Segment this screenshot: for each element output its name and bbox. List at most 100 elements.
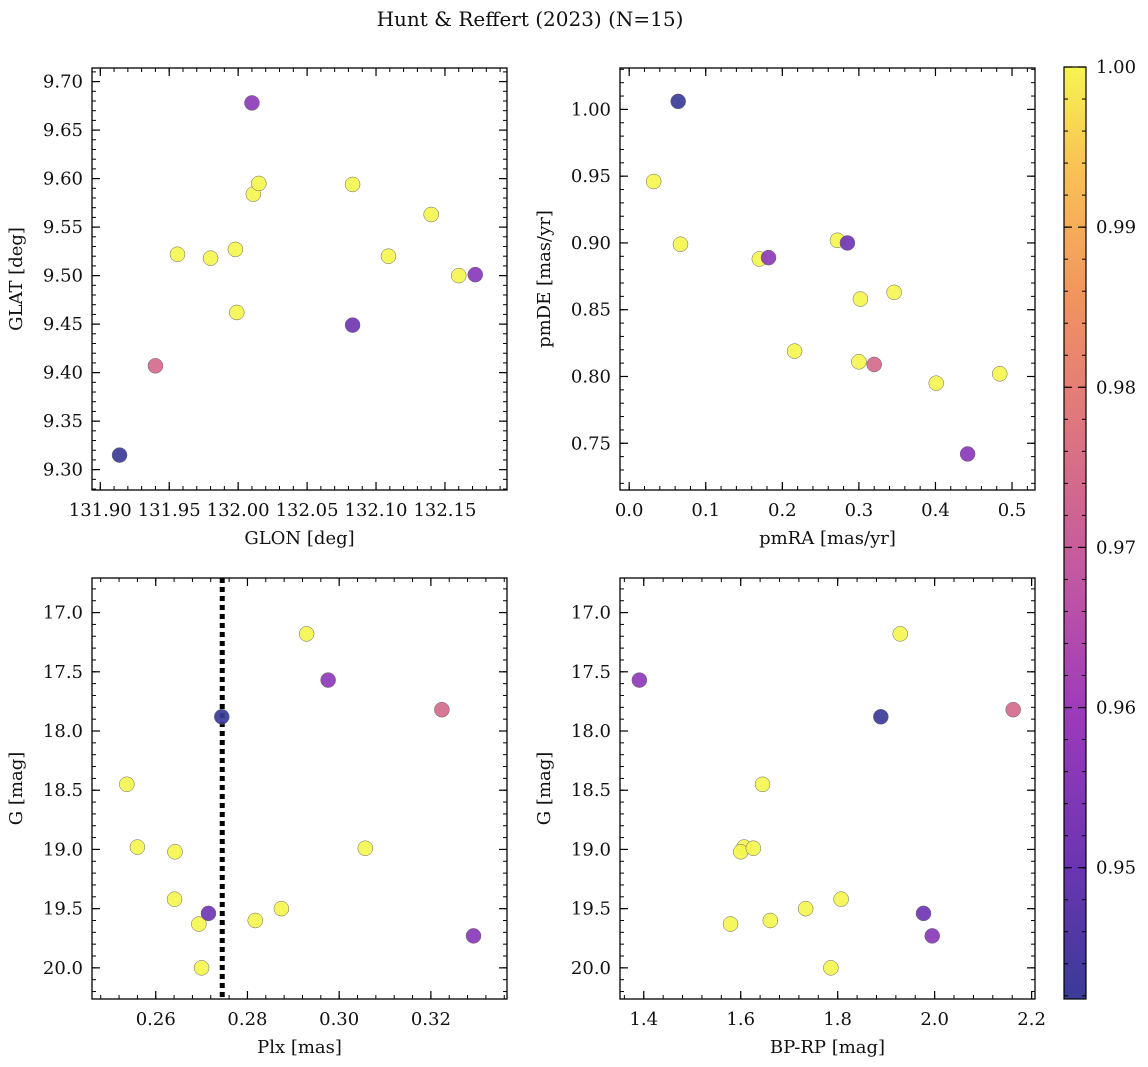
pmra-pmde-xtick-label: 0.2 bbox=[768, 500, 797, 521]
glon-glat-ytick-label: 9.55 bbox=[43, 217, 83, 238]
bprp-g-x-minor-ticks bbox=[623, 578, 1033, 999]
plx-g-point bbox=[357, 840, 374, 856]
bprp-g-xtick-label: 2.0 bbox=[920, 1009, 949, 1030]
glon-glat-xtick-label: 132.15 bbox=[413, 500, 476, 521]
pmra-pmde-point bbox=[928, 375, 944, 391]
pmra-pmde-point bbox=[672, 236, 689, 253]
pmra-pmde-point bbox=[852, 291, 869, 307]
colorbar-gradient bbox=[1063, 66, 1087, 1000]
plx-g-ylabel: G [mag] bbox=[6, 752, 27, 825]
glon-glat-frame bbox=[91, 67, 508, 491]
glon-glat-x-minor-ticks bbox=[99, 68, 501, 490]
bprp-g-point bbox=[823, 960, 839, 976]
glon-glat-ytick-label: 9.70 bbox=[43, 72, 83, 93]
plx-g-point bbox=[200, 905, 217, 922]
bprp-g-ylabel: G [mag] bbox=[534, 752, 555, 825]
glon-glat-xlabel: GLON [deg] bbox=[244, 528, 354, 549]
bprp-g-xtick-label: 1.8 bbox=[823, 1009, 852, 1030]
pmra-pmde-ytick-label: 0.90 bbox=[571, 233, 611, 254]
pmra-pmde-x-minor-ticks bbox=[628, 68, 1028, 490]
plx-g-point bbox=[167, 844, 183, 860]
plx-g-x-minor-ticks bbox=[100, 578, 505, 999]
pmra-pmde-xtick-label: 0.5 bbox=[998, 500, 1027, 521]
pmra-pmde-xtick-label: 0.0 bbox=[615, 500, 644, 521]
pmra-pmde-xtick-label: 0.3 bbox=[845, 500, 874, 521]
plx-g-frame bbox=[91, 577, 508, 1000]
bprp-g-y-minor-ticks bbox=[620, 588, 1035, 993]
pmra-pmde-point bbox=[992, 366, 1008, 382]
plx-g-point bbox=[320, 672, 336, 688]
glon-glat-point bbox=[344, 176, 361, 193]
colorbar-tick-label: 0.96 bbox=[1096, 698, 1136, 719]
plx-g-point bbox=[193, 960, 210, 976]
pmra-pmde-point bbox=[645, 173, 662, 190]
pmra-pmde-point bbox=[760, 249, 777, 266]
plx-g-ytick-label: 18.5 bbox=[43, 780, 83, 801]
pmra-pmde-xtick-label: 0.1 bbox=[691, 500, 720, 521]
bprp-g-point bbox=[754, 776, 771, 793]
glon-glat-ytick-label: 9.40 bbox=[43, 363, 83, 384]
plx-g-point bbox=[465, 928, 482, 944]
subplot-bprp-g: 1.4 1.6 1.8 2.0 2.2 17.0 17.5 18.0 18.5 19.0 19.5 2… bbox=[534, 577, 1046, 1058]
pmra-pmde-frame bbox=[619, 67, 1036, 491]
pmra-pmde-ytick-label: 0.85 bbox=[571, 300, 611, 321]
colorbar-tick-label: 0.99 bbox=[1096, 217, 1136, 238]
plx-g-point bbox=[434, 701, 450, 718]
bprp-g-point bbox=[745, 840, 762, 856]
pmra-pmde-ytick-label: 1.00 bbox=[571, 99, 611, 120]
bprp-g-xtick-label: 1.6 bbox=[726, 1009, 755, 1030]
glon-glat-point bbox=[227, 241, 244, 258]
glon-glat-xtick-label: 131.90 bbox=[69, 500, 132, 521]
glon-glat-xtick-label: 132.00 bbox=[207, 500, 270, 521]
glon-glat-point bbox=[202, 250, 219, 266]
glon-glat-ytick-label: 9.60 bbox=[43, 169, 83, 190]
plx-g-point bbox=[129, 839, 146, 855]
pmra-pmde-ytick-label: 0.80 bbox=[571, 366, 611, 387]
plx-g-ytick-label: 17.5 bbox=[43, 662, 83, 683]
figure-title: Hunt & Reffert (2023) (N=15) bbox=[377, 7, 684, 31]
bprp-g-ytick-label: 20.0 bbox=[571, 958, 611, 979]
plx-g-ytick-label: 18.0 bbox=[43, 721, 83, 742]
pmra-pmde-point bbox=[670, 93, 686, 110]
pmra-pmde-y-minor-ticks bbox=[620, 68, 1035, 484]
pmra-pmde-point bbox=[839, 235, 856, 251]
bprp-g-point bbox=[915, 905, 932, 922]
plx-g-ytick-label: 19.5 bbox=[43, 899, 83, 920]
bprp-g-ytick-label: 18.5 bbox=[571, 780, 611, 801]
glon-glat-point bbox=[344, 317, 361, 333]
plx-g-ytick-label: 17.0 bbox=[43, 603, 83, 624]
bprp-g-ytick-label: 17.5 bbox=[571, 662, 611, 683]
pmra-pmde-xlabel: pmRA [mas/yr] bbox=[759, 528, 896, 549]
glon-glat-point bbox=[244, 95, 260, 111]
pmra-pmde-ytick-label: 0.75 bbox=[571, 433, 611, 454]
bprp-g-point bbox=[722, 916, 739, 932]
glon-glat-point bbox=[169, 246, 186, 263]
bprp-g-xlabel: BP-RP [mag] bbox=[770, 1037, 885, 1058]
colorbar-tick-label: 1.00 bbox=[1096, 57, 1136, 78]
glon-glat-point bbox=[380, 248, 397, 264]
plx-g-point bbox=[191, 916, 207, 932]
glon-glat-ytick-label: 9.50 bbox=[43, 266, 83, 287]
pmra-pmde-point bbox=[866, 356, 882, 373]
pmra-pmde-ytick-label: 0.95 bbox=[571, 166, 611, 187]
bprp-g-point bbox=[892, 626, 908, 642]
plx-g-xlabel: Plx [mas] bbox=[257, 1037, 342, 1058]
colorbar-tick-label: 0.95 bbox=[1096, 858, 1136, 879]
plx-g-xtick-label: 0.32 bbox=[411, 1009, 451, 1030]
plx-g-point bbox=[214, 709, 230, 725]
bprp-g-xtick-label: 1.4 bbox=[629, 1009, 658, 1030]
bprp-g-ytick-label: 17.0 bbox=[571, 603, 611, 624]
colorbar-tick-label: 0.97 bbox=[1096, 537, 1136, 558]
glon-glat-ytick-label: 9.30 bbox=[43, 460, 83, 481]
pmra-pmde-xtick-label: 0.4 bbox=[921, 500, 950, 521]
plx-g-ytick-label: 20.0 bbox=[43, 958, 83, 979]
glon-glat-xtick-label: 131.95 bbox=[138, 500, 201, 521]
plx-g-point bbox=[119, 776, 135, 793]
glon-glat-point bbox=[423, 206, 439, 223]
glon-glat-ytick-label: 9.65 bbox=[43, 120, 83, 141]
pmra-pmde-point bbox=[959, 446, 976, 462]
subplot-pmra-pmde: 0.0 0.1 0.2 0.3 0.4 0.5 0.75 0.80 0.85 0.90 0.95 1.… bbox=[534, 67, 1036, 549]
bprp-g-ytick-label: 18.0 bbox=[571, 721, 611, 742]
glon-glat-point bbox=[467, 266, 484, 283]
